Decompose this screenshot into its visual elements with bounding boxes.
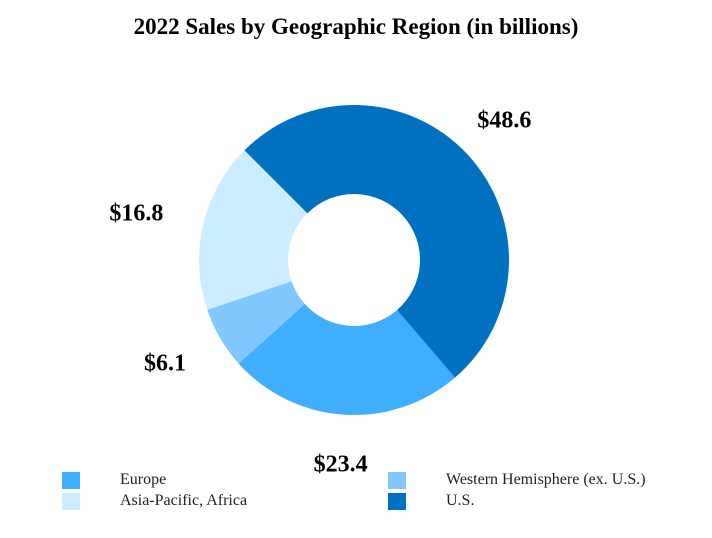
legend-swatch-europe — [62, 471, 80, 489]
legend-item-us: U.S. — [388, 491, 474, 511]
data-label-u-s: $48.6 — [477, 108, 531, 134]
chart-title: 2022 Sales by Geographic Region (in bill… — [133, 14, 579, 39]
legend-label-europe: Europe — [120, 471, 167, 488]
slice-asia-pacific-africa — [199, 150, 308, 310]
legend-swatch-asia-pacific-africa — [62, 492, 80, 510]
legend-swatch-western-hemisphere — [388, 471, 406, 489]
data-label-asia-pacific-africa: $16.8 — [109, 200, 163, 226]
data-label-europe: $23.4 — [314, 452, 368, 478]
legend-item-asia-pacific-africa: Asia-Pacific, Africa — [62, 491, 247, 511]
legend-swatch-us — [388, 492, 406, 510]
slice-u-s — [244, 104, 510, 378]
legend-item-europe: Europe — [62, 470, 166, 490]
slice-europe — [238, 304, 455, 415]
slice-western-hemisphere-ex-u-s — [207, 281, 305, 364]
legend-label-us: U.S. — [446, 492, 475, 509]
legend: Europe Western Hemisphere (ex. U.S.) Asi… — [62, 470, 702, 514]
legend-label-asia-pacific-africa: Asia-Pacific, Africa — [120, 492, 248, 509]
data-label-western-hemisphere-ex-u-s: $6.1 — [144, 350, 186, 376]
legend-label-western-hemisphere: Western Hemisphere (ex. U.S.) — [446, 471, 646, 488]
legend-item-western-hemisphere: Western Hemisphere (ex. U.S.) — [388, 470, 646, 490]
